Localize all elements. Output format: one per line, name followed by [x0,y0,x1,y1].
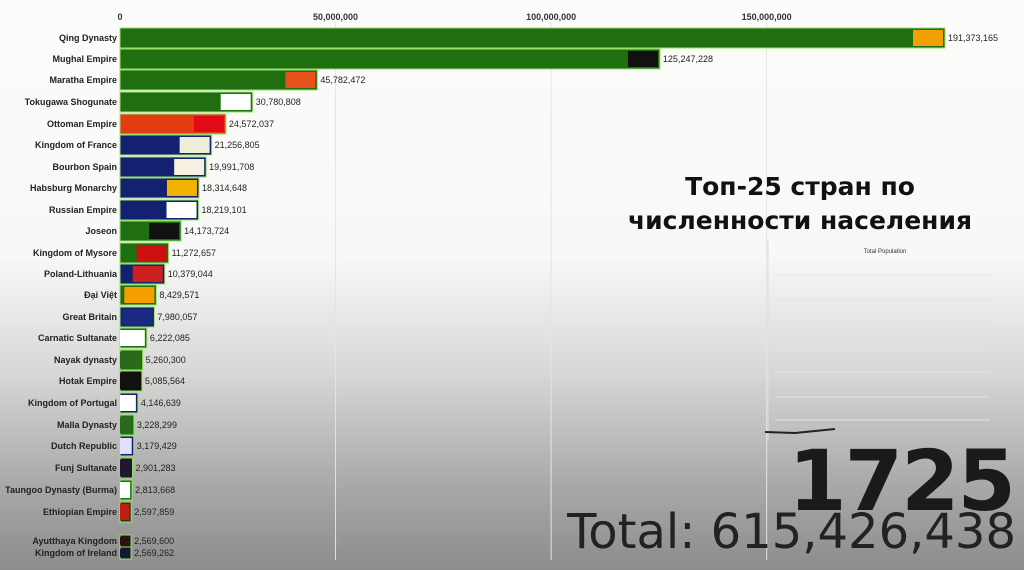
flag-icon [220,94,251,110]
inset-title: Total Population [864,249,907,255]
value-label: 24,572,037 [229,119,274,129]
value-label: 11,272,657 [172,248,216,258]
category-label: Dutch Republic [51,441,117,451]
flag-icon [124,287,155,303]
flag-icon [120,352,141,368]
value-label: 8,429,571 [159,290,199,300]
value-label: 5,260,300 [146,355,186,365]
x-tick-label: 100,000,000 [526,12,576,22]
value-label: 2,569,600 [134,536,174,546]
value-label: 2,597,859 [134,507,174,517]
value-label: 18,219,101 [202,205,247,215]
category-label: Ayutthaya Kingdom [32,536,117,546]
value-label: 2,813,668 [135,485,175,495]
flag-icon [120,482,131,498]
bar [119,48,661,70]
x-tick-label: 50,000,000 [313,12,358,22]
chart-title-line-2: численности населения [627,206,973,235]
flag-icon [627,51,658,67]
category-label: Habsburg Monarchy [30,183,117,193]
category-label: Maratha Empire [49,75,117,85]
flag-icon [174,159,205,175]
category-label: Poland-Lithuania [44,269,118,279]
value-label: 10,379,044 [168,269,213,279]
category-label: Nayak dynasty [54,355,117,365]
chart-title-line-1: Топ-25 стран по [685,172,915,201]
value-label: 2,569,262 [134,548,174,558]
x-tick-label: 0 [117,12,122,22]
value-label: 19,991,708 [209,162,254,172]
flag-icon [913,30,943,46]
flag-icon [166,180,197,196]
flag-icon [179,137,210,153]
category-label: Tokugawa Shogunate [25,97,117,107]
flag-icon [120,438,132,454]
category-label: Russian Empire [49,205,117,215]
bar [119,69,318,91]
x-tick-label: 150,000,000 [742,12,792,22]
flag-icon [120,417,132,433]
flag-icon [166,202,197,218]
flag-icon [132,266,163,282]
flag-icon [120,330,145,346]
value-label: 125,247,228 [663,54,713,64]
value-label: 14,173,724 [184,226,229,236]
flag-icon [120,537,130,545]
category-label: Mughal Empire [52,54,117,64]
category-label: Great Britain [62,312,117,322]
flag-icon [193,116,224,132]
flag-icon [149,223,180,239]
bar [119,27,946,49]
flag-icon [136,245,167,261]
category-label: Ottoman Empire [47,119,117,129]
flag-icon [122,309,153,325]
category-label: Kingdom of France [35,140,117,150]
flag-icon [120,395,136,411]
year-label: 1725 [788,432,1016,530]
value-label: 2,901,283 [136,463,176,473]
value-label: 21,256,805 [215,140,260,150]
category-label: Hotak Empire [59,376,117,386]
total-population-label: Total: 615,426,438 [567,504,1016,560]
category-label: Bourbon Spain [53,162,118,172]
flag-icon [120,460,131,476]
category-label: Ethiopian Empire [43,507,117,517]
inset-population-line [764,428,836,435]
flag-icon [120,373,140,389]
category-label: Đại Việt [84,290,117,300]
value-label: 6,222,085 [150,333,190,343]
value-label: 7,980,057 [157,312,197,322]
value-label: 191,373,165 [948,33,998,43]
category-label: Kingdom of Mysore [33,248,117,258]
value-label: 3,228,299 [137,420,177,430]
bar [119,91,254,113]
flag-icon [120,549,130,557]
value-label: 5,085,564 [145,376,185,386]
value-label: 30,780,808 [256,97,301,107]
category-label: Kingdom of Ireland [35,548,117,558]
category-label: Malla Dynasty [57,420,117,430]
flag-icon [285,72,316,88]
flag-icon [120,504,130,520]
value-label: 3,179,429 [137,441,177,451]
category-label: Kingdom of Portugal [28,398,117,408]
category-label: Taungoo Dynasty (Burma) [5,485,117,495]
category-label: Qing Dynasty [59,33,117,43]
value-label: 45,782,472 [320,75,365,85]
category-label: Joseon [85,226,117,236]
value-label: 4,146,639 [141,398,181,408]
category-label: Carnatic Sultanate [38,333,117,343]
value-label: 18,314,648 [202,183,247,193]
category-label: Funj Sultanate [55,463,117,473]
